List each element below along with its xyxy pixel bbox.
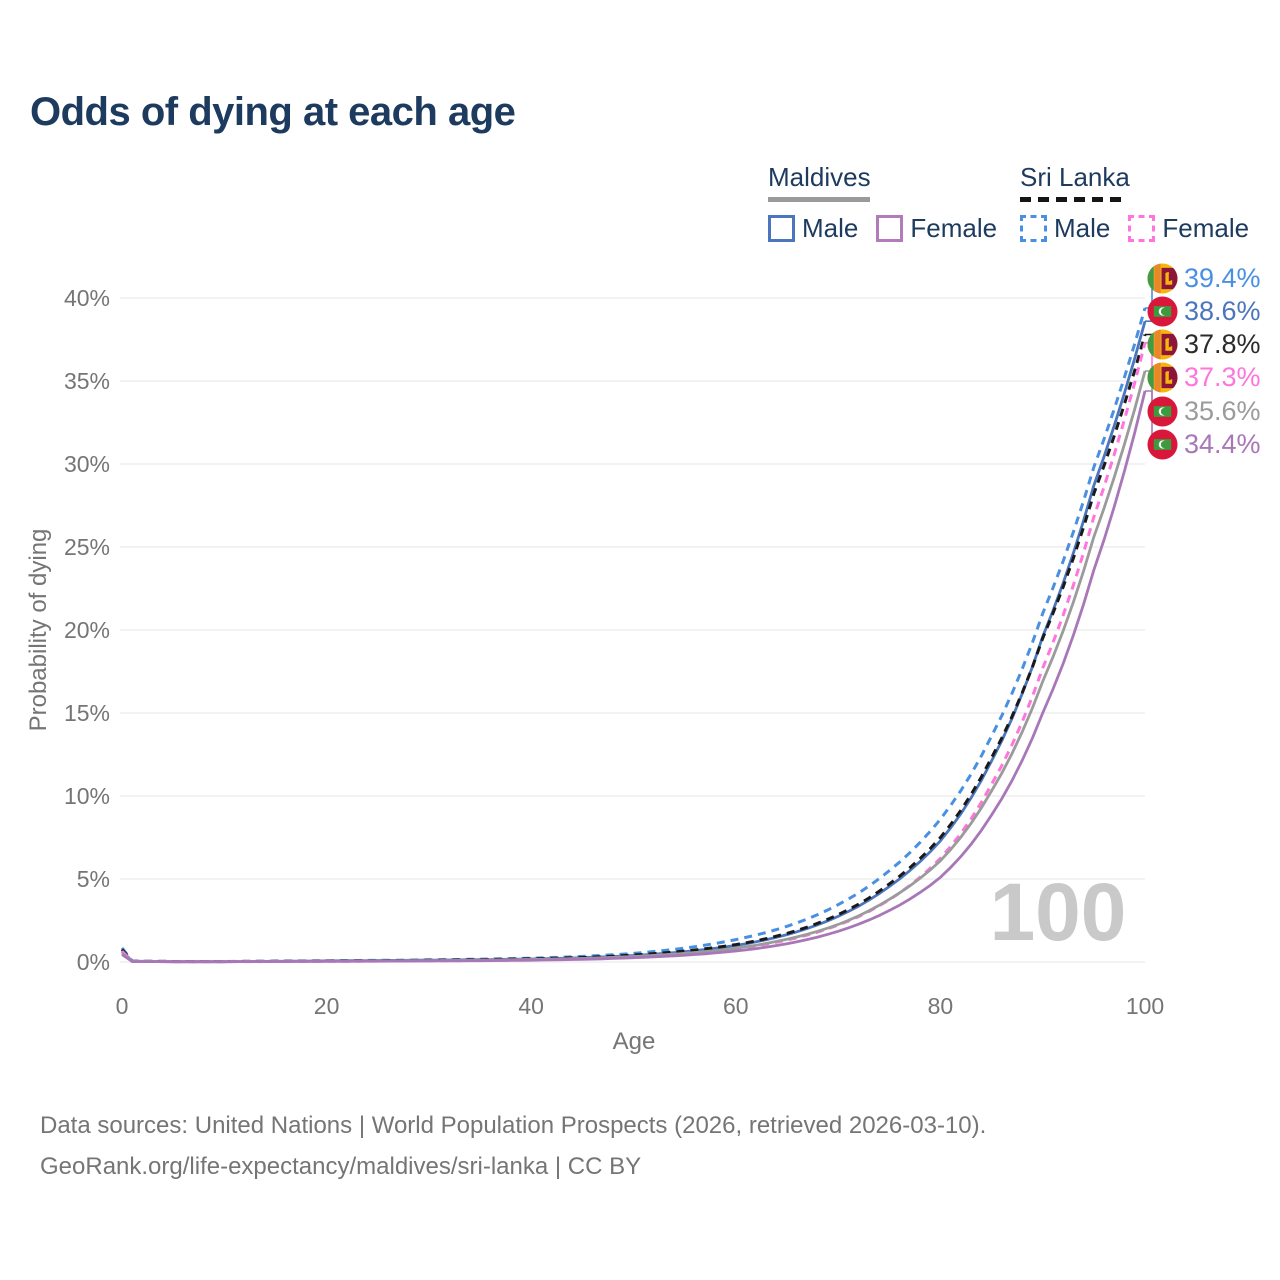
end-label-sri-lanka-both-sexes: 37.8%: [1147, 328, 1261, 360]
x-tick-label: 80: [928, 993, 954, 1019]
end-label-value: 38.6%: [1184, 295, 1261, 326]
legend-group-sri-lanka-name: Sri Lanka: [1020, 162, 1130, 192]
sri-lanka-flag-icon: [1147, 328, 1178, 360]
page-title: Odds of dying at each age: [30, 90, 516, 134]
y-tick-label: 15%: [64, 700, 110, 726]
y-tick-label: 30%: [64, 451, 110, 477]
y-tick-label: 10%: [64, 783, 110, 809]
x-tick-label: 100: [1126, 993, 1164, 1019]
legend-label-sri-lanka-female: Female: [1162, 213, 1250, 243]
x-tick-label: 40: [518, 993, 544, 1019]
legend-swatch-sri-lanka-female: [1128, 215, 1156, 242]
footer: Data sources: United Nations | World Pop…: [40, 1105, 986, 1188]
x-tick-label: 20: [314, 993, 340, 1019]
sri-lanka-flag-icon: [1147, 361, 1178, 393]
legend-item-sri-lanka-male[interactable]: Male: [1020, 213, 1110, 244]
legend-swatch-maldives-female: [876, 215, 904, 242]
y-tick-label: 5%: [77, 866, 110, 892]
end-label-value: 35.6%: [1184, 395, 1261, 426]
legend-group-maldives: Maldives Male Female: [768, 162, 997, 244]
end-label-value: 39.4%: [1184, 262, 1261, 293]
legend-sri-lanka-line-sample: [1020, 197, 1122, 202]
x-tick-label: 60: [723, 993, 749, 1019]
legend-item-maldives-female[interactable]: Female: [876, 213, 997, 244]
x-axis-label: Age: [613, 1028, 656, 1055]
line-sri-lanka-male: [120, 307, 1147, 963]
end-label-maldives-both-sexes: 35.6%: [1147, 395, 1261, 427]
maldives-flag-icon: [1147, 395, 1178, 427]
end-label-maldives-male: 38.6%: [1147, 295, 1261, 327]
legend-swatch-maldives-male: [768, 215, 795, 242]
y-tick-label: 20%: [64, 617, 110, 643]
maldives-flag-icon: [1147, 428, 1178, 460]
end-label-maldives-female: 34.4%: [1147, 428, 1261, 460]
legend-maldives-line-sample: [768, 197, 870, 202]
line-maldives-male: [121, 320, 1147, 964]
age-watermark: 100: [990, 867, 1127, 958]
legend-swatch-sri-lanka-male: [1020, 215, 1047, 242]
footer-data-sources: Data sources: United Nations | World Pop…: [40, 1112, 987, 1139]
y-axis-label: Probability of dying: [25, 529, 52, 732]
y-tick-label: 0%: [77, 949, 110, 975]
end-label-sri-lanka-male: 39.4%: [1147, 262, 1261, 294]
footer-attribution: GeoRank.org/life-expectancy/maldives/sri…: [40, 1153, 642, 1181]
sri-lanka-flag-icon: [1147, 262, 1178, 294]
legend-label-sri-lanka-male: Male: [1054, 213, 1111, 243]
legend-label-maldives-male: Male: [802, 213, 859, 243]
end-label-value: 37.3%: [1184, 361, 1261, 392]
x-tick-label: 0: [116, 993, 129, 1019]
legend-label-maldives-female: Female: [910, 213, 998, 243]
legend-item-sri-lanka-female[interactable]: Female: [1128, 213, 1249, 244]
end-label-value: 34.4%: [1184, 428, 1261, 459]
end-label-sri-lanka-female: 37.3%: [1147, 361, 1261, 393]
legend-item-maldives-male[interactable]: Male: [768, 213, 858, 244]
end-label-value: 37.8%: [1184, 328, 1261, 359]
legend-group-maldives-name: Maldives: [768, 162, 871, 192]
line-maldives-female: [121, 390, 1147, 964]
y-tick-label: 40%: [64, 285, 110, 311]
legend-group-sri-lanka: Sri Lanka Male Female: [1020, 162, 1249, 244]
maldives-flag-icon: [1147, 295, 1178, 327]
y-tick-label: 25%: [64, 534, 110, 560]
y-tick-label: 35%: [64, 368, 110, 394]
